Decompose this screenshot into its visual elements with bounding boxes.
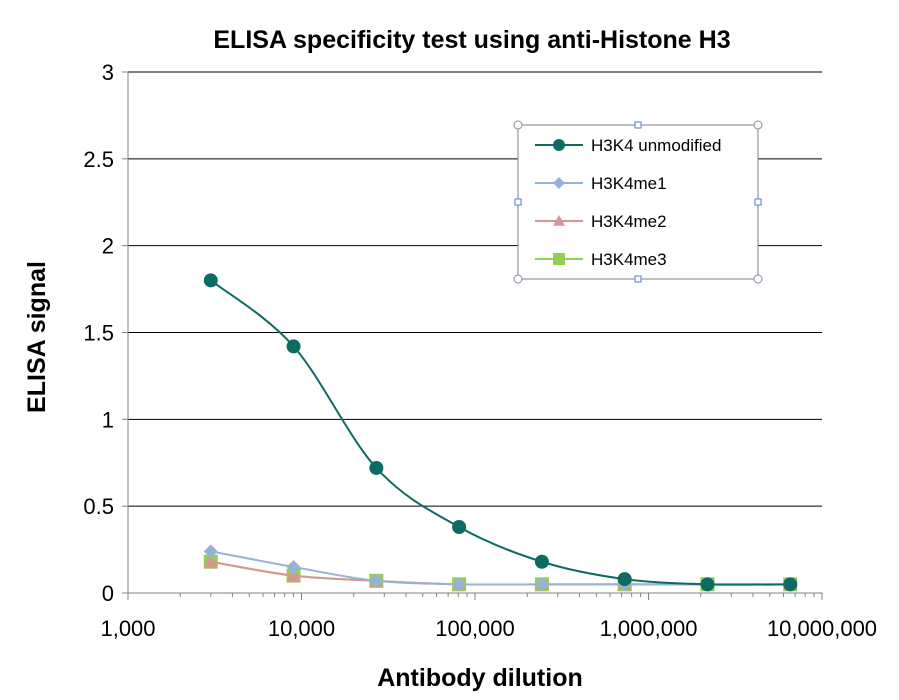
- y-tick-label: 1: [102, 407, 114, 432]
- gridlines: [128, 71, 822, 507]
- x-tick-label: 1,000,000: [600, 616, 698, 641]
- data-point: [452, 577, 467, 592]
- y-tick-label: 0.5: [83, 494, 114, 519]
- y-tick-label: 3: [102, 60, 114, 85]
- legend-marker: [553, 139, 565, 151]
- legend-label: H3K4me2: [591, 212, 667, 231]
- x-tick-label: 10,000,000: [767, 616, 877, 641]
- data-point: [369, 573, 384, 588]
- legend-handle: [634, 121, 642, 129]
- data-point: [286, 568, 301, 582]
- legend-label: H3K4me1: [591, 174, 667, 193]
- data-point: [700, 577, 715, 592]
- x-axis-label: Antibody dilution: [377, 664, 583, 692]
- tick-labels: 0 0.5 1 1.5 2 2.5 3 1,000 10,000 100,000 1,000,000…: [83, 60, 877, 641]
- data-point: [286, 339, 301, 354]
- x-tick-label: 1,000: [100, 616, 155, 641]
- data-point: [203, 554, 218, 568]
- data-point: [783, 577, 798, 592]
- data-point: [534, 577, 549, 592]
- x-tick-label: 100,000: [435, 616, 515, 641]
- y-tick-label: 0: [102, 581, 114, 606]
- legend-handle: [513, 120, 523, 130]
- legend-handle: [753, 274, 763, 284]
- data-series: [203, 273, 798, 592]
- legend-marker: [553, 215, 565, 226]
- data-point: [203, 544, 218, 559]
- y-tick-label: 2: [102, 234, 114, 259]
- legend-handle: [513, 274, 523, 284]
- legend-label: H3K4 unmodified: [591, 136, 721, 155]
- legend-handle: [754, 198, 762, 206]
- y-tick-label: 1.5: [83, 321, 114, 346]
- data-point: [534, 554, 549, 569]
- legend-handle: [753, 120, 763, 130]
- data-point: [452, 520, 467, 535]
- x-tick-label: 10,000: [268, 616, 335, 641]
- data-point: [369, 460, 384, 475]
- data-point: [286, 559, 301, 574]
- y-axis-label: ELISA signal: [23, 261, 51, 413]
- chart-title: ELISA specificity test using anti-Histon…: [213, 26, 730, 54]
- legend-marker: [553, 253, 565, 265]
- data-point: [617, 572, 632, 587]
- data-point: [203, 273, 218, 288]
- legend: H3K4 unmodified H3K4me1 H3K4me2 H3K4me3: [513, 120, 763, 284]
- legend-handle: [634, 275, 642, 283]
- legend-marker: [553, 177, 565, 189]
- legend-label: H3K4me3: [591, 250, 667, 269]
- y-tick-label: 2.5: [83, 147, 114, 172]
- series-line: [210, 279, 791, 586]
- legend-handle: [514, 198, 522, 206]
- axes: [122, 71, 823, 600]
